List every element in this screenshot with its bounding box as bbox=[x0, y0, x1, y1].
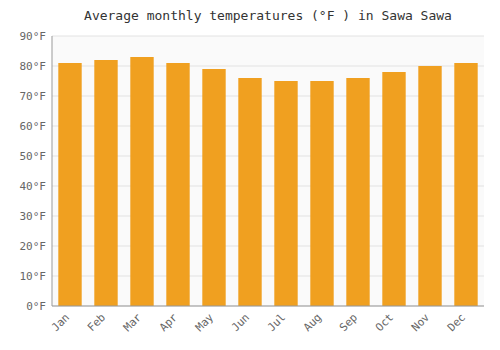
x-tick-label: Feb bbox=[85, 311, 108, 334]
bar bbox=[202, 69, 225, 306]
plot-background bbox=[52, 36, 484, 306]
y-tick-label: 90°F bbox=[20, 30, 47, 43]
x-tick-label: Jun bbox=[229, 311, 252, 334]
grid bbox=[52, 36, 484, 306]
bar bbox=[130, 57, 153, 306]
y-tick-label: 20°F bbox=[20, 240, 47, 253]
bar bbox=[382, 72, 405, 306]
bar bbox=[310, 81, 333, 306]
chart-svg: Average monthly temperatures (°F ) in Sa… bbox=[0, 0, 500, 350]
x-tick-label: Aug bbox=[301, 311, 324, 334]
y-tick-label: 10°F bbox=[20, 270, 47, 283]
grid-line bbox=[52, 306, 484, 307]
x-tick-label: May bbox=[193, 311, 217, 335]
bar bbox=[346, 78, 369, 306]
y-tick-label: 40°F bbox=[20, 180, 47, 193]
bar bbox=[418, 66, 441, 306]
bars bbox=[58, 57, 477, 306]
x-tick-label: Dec bbox=[445, 311, 468, 334]
x-axis-line bbox=[52, 306, 484, 307]
y-tick-label: 70°F bbox=[20, 90, 47, 103]
x-tick-label: Mar bbox=[121, 311, 145, 335]
bar bbox=[238, 78, 261, 306]
bar bbox=[454, 63, 477, 306]
y-tick-label: 0°F bbox=[26, 300, 46, 313]
grid-line bbox=[52, 36, 484, 37]
y-tick-label: 50°F bbox=[20, 150, 47, 163]
x-tick-label: Apr bbox=[157, 311, 181, 335]
chart-container: Average monthly temperatures (°F ) in Sa… bbox=[0, 0, 500, 350]
bar bbox=[58, 63, 81, 306]
x-tick-label: Sep bbox=[337, 311, 360, 334]
bar bbox=[166, 63, 189, 306]
bar bbox=[274, 81, 297, 306]
chart-title: Average monthly temperatures (°F ) in Sa… bbox=[84, 8, 452, 23]
y-axis-line bbox=[52, 36, 53, 306]
x-tick-label: Jan bbox=[49, 311, 72, 334]
y-tick-label: 60°F bbox=[20, 120, 47, 133]
y-tick-label: 80°F bbox=[20, 60, 47, 73]
y-tick-label: 30°F bbox=[20, 210, 47, 223]
x-tick-label: Nov bbox=[409, 311, 433, 335]
bar bbox=[94, 60, 117, 306]
x-tick-label: Jul bbox=[265, 311, 288, 334]
x-tick-label: Oct bbox=[373, 311, 396, 334]
